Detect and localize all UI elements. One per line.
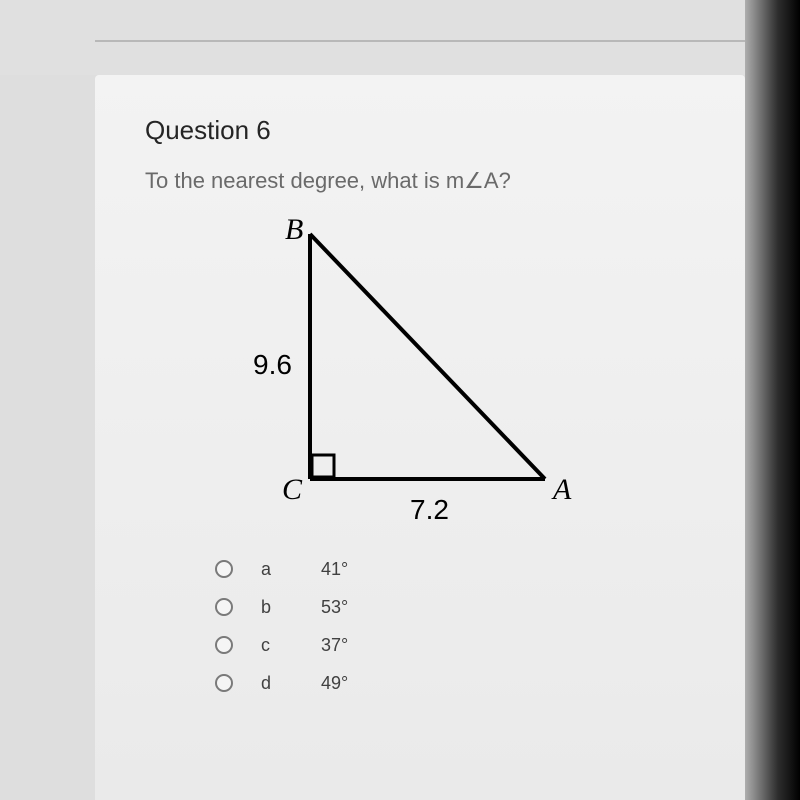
question-title: Question 6 <box>145 115 695 146</box>
shadow-right <box>745 0 800 800</box>
side-AB <box>310 234 545 479</box>
top-divider <box>95 40 745 42</box>
question-prompt: To the nearest degree, what is m∠A? <box>145 168 695 194</box>
vertex-label-B: B <box>285 213 303 246</box>
radio-d[interactable] <box>215 674 233 692</box>
option-letter: b <box>261 597 321 618</box>
radio-a[interactable] <box>215 560 233 578</box>
option-value: 37° <box>321 635 348 656</box>
vertex-label-A: A <box>551 473 572 506</box>
option-value: 53° <box>321 597 348 618</box>
radio-b[interactable] <box>215 598 233 616</box>
prompt-suffix: A? <box>484 168 511 193</box>
option-row[interactable]: c 37° <box>215 630 695 660</box>
triangle-svg: B C A 9.6 7.2 <box>215 204 595 544</box>
option-value: 41° <box>321 559 348 580</box>
triangle-diagram: B C A 9.6 7.2 <box>215 204 595 544</box>
options-list: a 41° b 53° c 37° d 49° <box>215 554 695 698</box>
option-letter: a <box>261 559 321 580</box>
option-row[interactable]: b 53° <box>215 592 695 622</box>
right-angle-box <box>312 455 334 477</box>
question-card: Question 6 To the nearest degree, what i… <box>95 75 745 800</box>
option-row[interactable]: d 49° <box>215 668 695 698</box>
side-label-BC: 9.6 <box>253 349 292 380</box>
option-row[interactable]: a 41° <box>215 554 695 584</box>
top-strip <box>0 0 800 75</box>
option-letter: c <box>261 635 321 656</box>
vertex-label-C: C <box>282 473 303 506</box>
angle-symbol: ∠ <box>464 168 484 193</box>
option-value: 49° <box>321 673 348 694</box>
side-label-CA: 7.2 <box>410 494 449 525</box>
option-letter: d <box>261 673 321 694</box>
prompt-prefix: To the nearest degree, what is m <box>145 168 464 193</box>
radio-c[interactable] <box>215 636 233 654</box>
